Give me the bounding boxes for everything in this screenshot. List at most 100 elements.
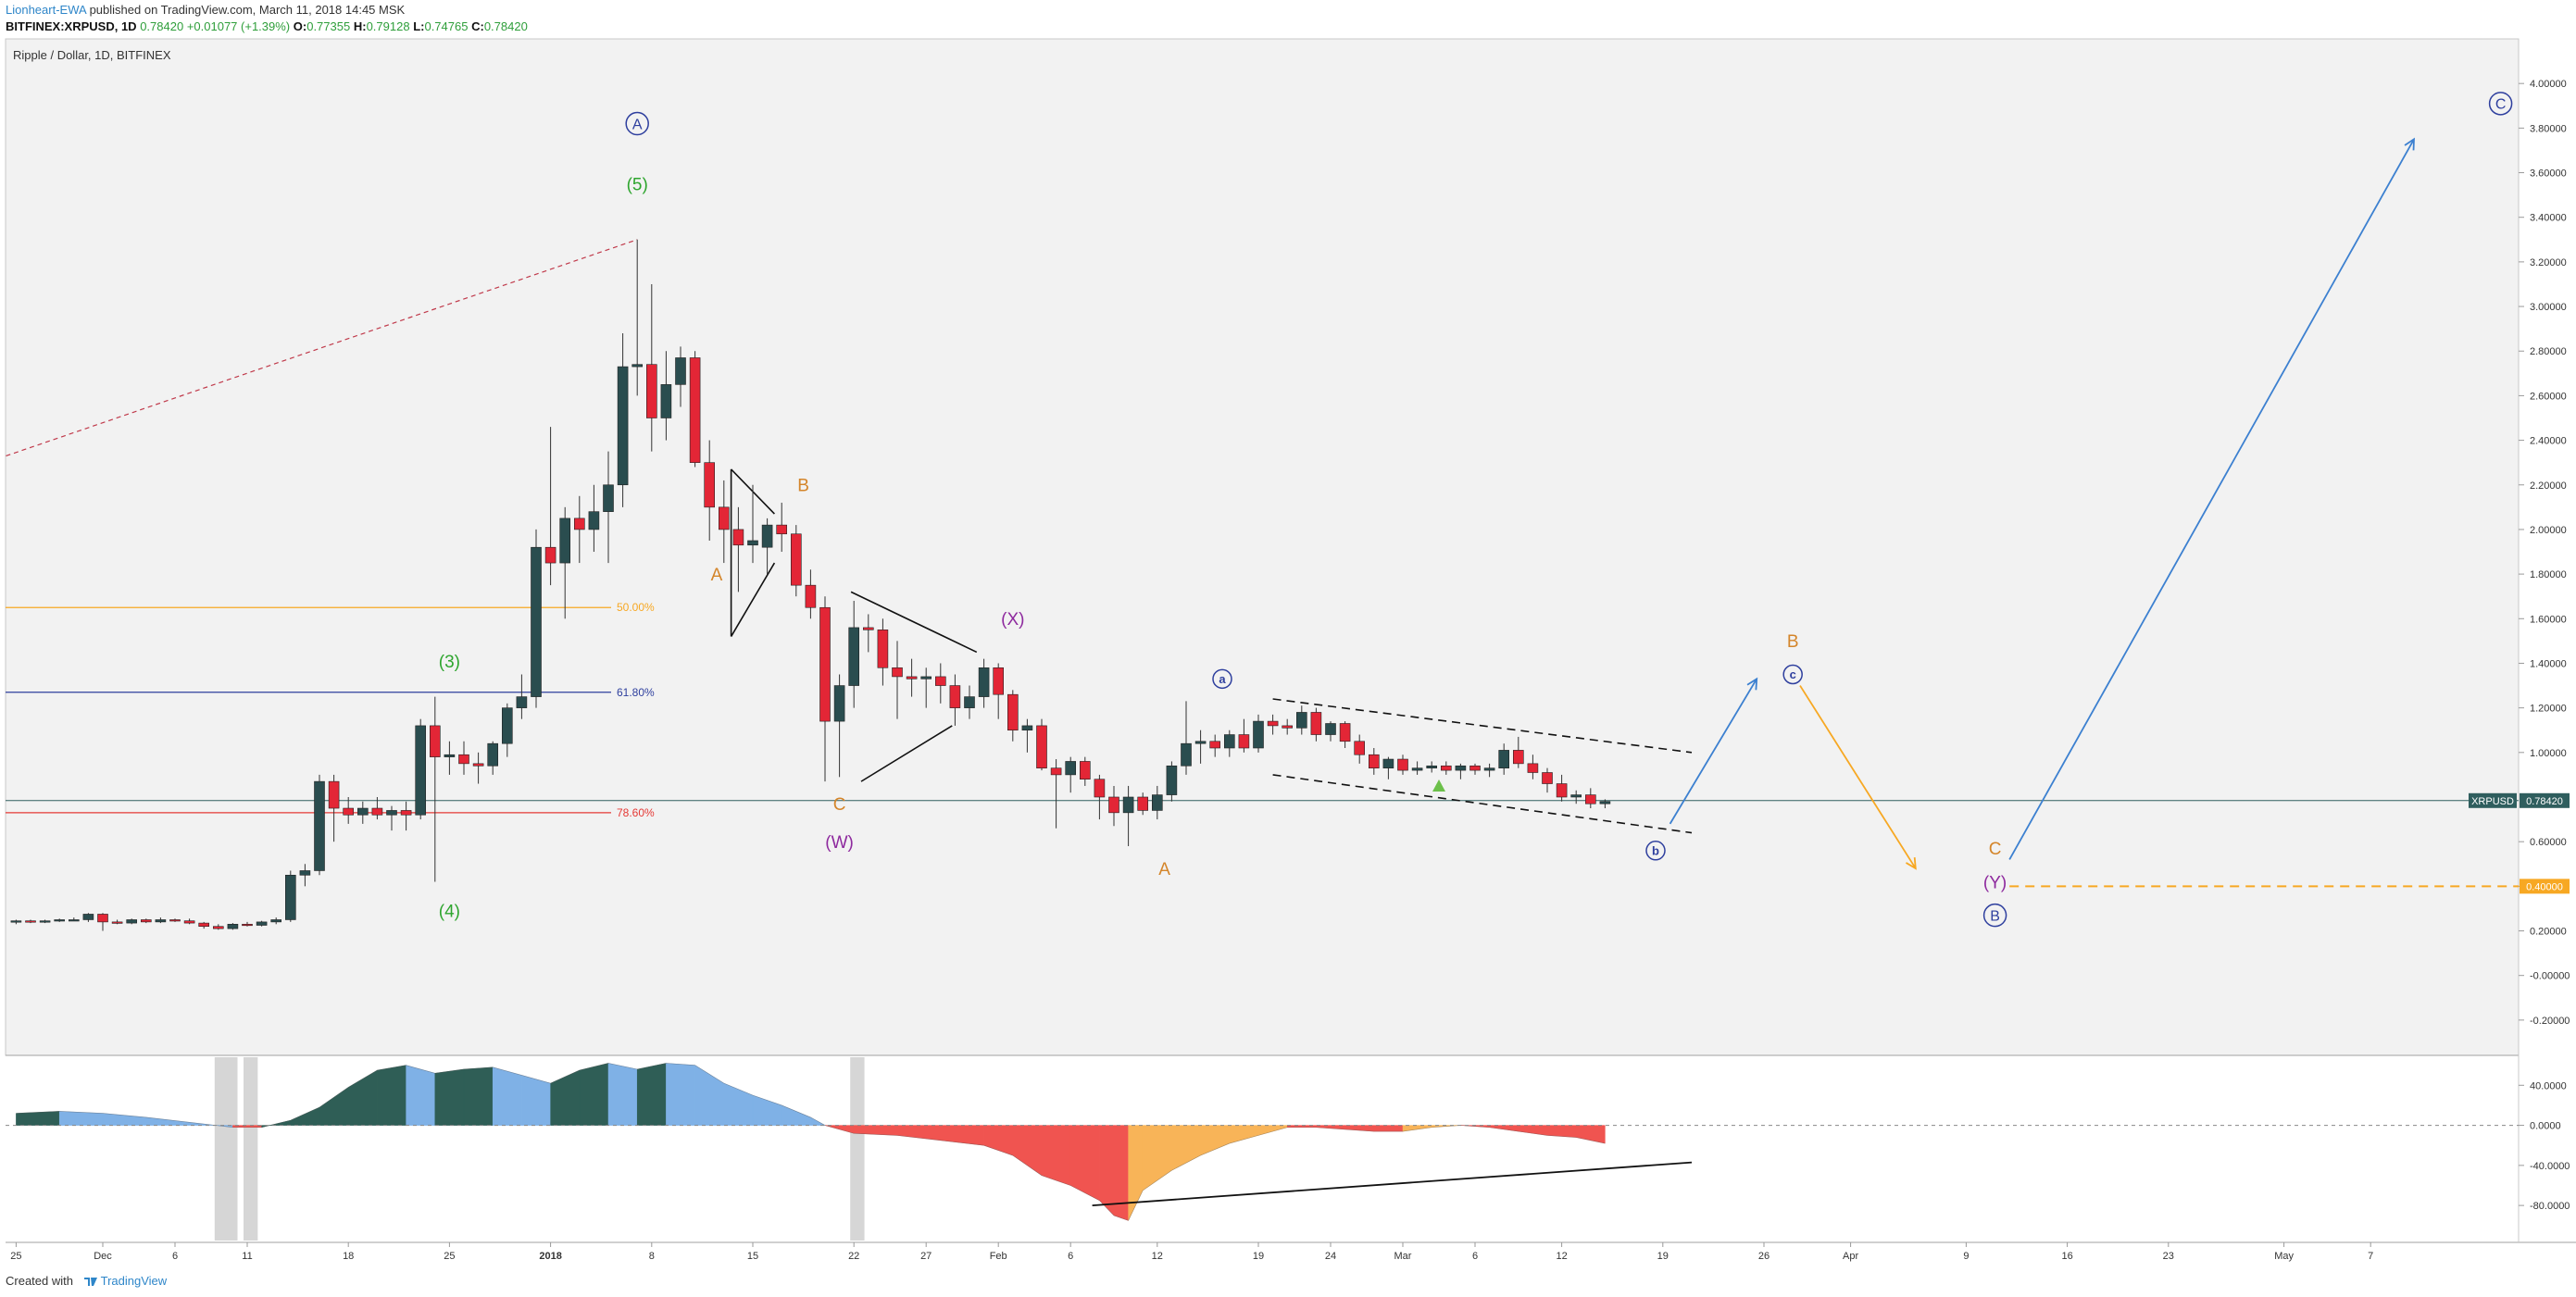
x-tick-label: 15 <box>747 1251 758 1262</box>
oscillator-area <box>1171 1125 1201 1171</box>
close-label: C: <box>471 19 484 33</box>
y-tick-label: 3.40000 <box>2530 213 2567 224</box>
y-tick-label: 1.20000 <box>2530 704 2567 715</box>
tradingview-logo-icon <box>83 1278 97 1286</box>
wave-label: (4) <box>439 903 460 922</box>
candle-body <box>242 923 253 927</box>
osc-tick-label: 0.0000 <box>2530 1121 2561 1132</box>
author-link[interactable]: Lionheart-EWA <box>6 3 86 17</box>
x-tick-label: 16 <box>2061 1251 2072 1262</box>
candle-body <box>906 676 918 680</box>
wave-label: (3) <box>439 653 460 672</box>
candle-body <box>1267 720 1279 727</box>
candle-body <box>1382 758 1394 768</box>
candle-body <box>1570 794 1582 798</box>
symbol-text: BITFINEX:XRPUSD, 1D <box>6 19 137 33</box>
wave-label: C <box>1989 840 2002 859</box>
y-tick-label: 4.00000 <box>2530 79 2567 90</box>
candle-body <box>356 807 369 816</box>
oscillator-area <box>940 1125 984 1146</box>
y-tick-label: 2.80000 <box>2530 346 2567 357</box>
tradingview-link[interactable]: TradingView <box>100 1274 168 1288</box>
projection-arrow-c <box>1669 678 1757 825</box>
candle-body <box>39 920 51 923</box>
candle-body <box>993 667 1004 695</box>
high-label: H: <box>353 19 367 33</box>
x-tick-label: 8 <box>649 1251 655 1262</box>
divergence-line <box>1092 1161 1693 1207</box>
oscillator-area <box>579 1063 609 1126</box>
session-highlight <box>244 1057 258 1241</box>
channel-line-upper <box>850 591 978 654</box>
candle-body <box>934 676 946 686</box>
candle-body <box>371 807 383 816</box>
candle-body <box>198 922 209 927</box>
open-value: 0.77355 <box>306 19 351 33</box>
oscillator-area <box>1200 1125 1231 1156</box>
x-tick-label: 25 <box>10 1251 21 1262</box>
oscillator-line <box>16 1063 1606 1221</box>
wave-label: (W) <box>825 833 854 853</box>
open-label: O: <box>293 19 307 33</box>
last-price-badge <box>2520 792 2570 808</box>
candle-body <box>1194 741 1207 744</box>
candle-body <box>256 921 268 926</box>
wave-label: B <box>797 477 809 496</box>
target-price-badge <box>2520 879 2570 894</box>
wave-label: a <box>1219 672 1226 686</box>
candle-body <box>964 696 975 708</box>
channel-line-lower <box>860 725 953 782</box>
candlesticks <box>10 239 1611 931</box>
candle-body <box>299 870 311 876</box>
flag-line-upper <box>1272 698 1693 754</box>
publish-info: Lionheart-EWA published on TradingView.c… <box>6 3 405 17</box>
candle-body <box>1108 796 1119 814</box>
candle-body <box>284 874 296 920</box>
candle-body <box>675 357 686 385</box>
low-label: L: <box>413 19 425 33</box>
oscillator-area <box>1575 1125 1606 1144</box>
candle-body <box>1599 801 1611 804</box>
candle-body <box>97 914 108 923</box>
candle-body <box>155 919 167 923</box>
x-tick-label: 6 <box>1472 1251 1478 1262</box>
candle-body <box>1339 723 1351 742</box>
candle-body <box>25 920 36 923</box>
candle-body <box>54 919 66 922</box>
high-value: 0.79128 <box>366 19 410 33</box>
low-value: 0.74765 <box>424 19 469 33</box>
wave-label: B <box>1787 632 1799 652</box>
oscillator-area <box>1012 1125 1043 1177</box>
oscillator-area <box>377 1065 406 1126</box>
candle-body <box>1080 761 1091 780</box>
wave-label-circle <box>2488 92 2513 116</box>
x-tick-label: 19 <box>1657 1251 1669 1262</box>
candle-body <box>458 754 469 765</box>
candle-body <box>1094 779 1106 798</box>
candle-body <box>1238 734 1250 749</box>
candle-body <box>1036 725 1047 768</box>
oscillator-area <box>1113 1125 1129 1221</box>
oscillator-area <box>550 1069 581 1126</box>
candle-body <box>141 919 152 923</box>
fibonacci-levels: 50.00% 61.80% 78.60% <box>6 601 655 819</box>
x-tick-label: 23 <box>2163 1251 2174 1262</box>
candle-body <box>1585 794 1596 804</box>
candle-body <box>1007 693 1019 731</box>
wave-label: b <box>1652 843 1659 857</box>
candle-body <box>1325 723 1336 735</box>
candle-body <box>429 725 441 757</box>
x-tick-label: 6 <box>172 1251 178 1262</box>
candle-body <box>1166 765 1178 795</box>
candle-body <box>617 366 629 486</box>
x-tick-label: 12 <box>1556 1251 1567 1262</box>
x-tick-label: 18 <box>343 1251 354 1262</box>
x-tick-label: Apr <box>1843 1251 1858 1262</box>
fib-level-label: 50.00% <box>617 601 655 614</box>
candle-body <box>227 923 239 929</box>
candle-body <box>1455 765 1467 771</box>
chart-title: Ripple / Dollar, 1D, BITFINEX <box>13 48 171 62</box>
arrow-head <box>1746 677 1758 691</box>
y-tick-label: 2.00000 <box>2530 525 2567 536</box>
